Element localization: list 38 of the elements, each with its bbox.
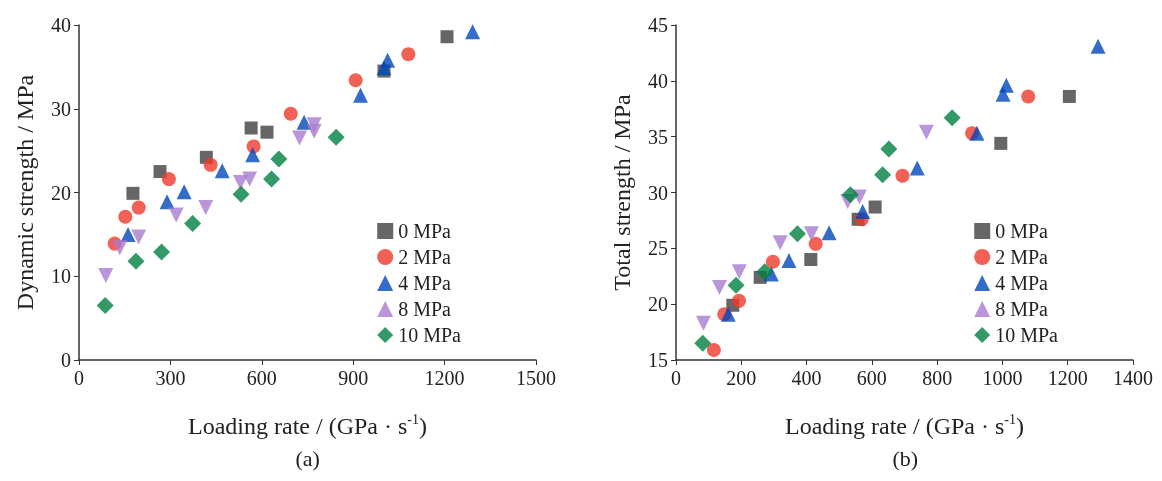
text: (b) xyxy=(892,445,919,471)
x-tick-label: 600 xyxy=(856,367,887,389)
x-tick-label: 1400 xyxy=(1113,367,1153,389)
x-tick-label: 800 xyxy=(922,367,953,389)
y-tick-label: 0 xyxy=(61,349,71,371)
legend-label: 4 MPa xyxy=(398,272,452,294)
legend-label: 10 MPa xyxy=(398,324,462,346)
x-tick-label: 1000 xyxy=(982,367,1023,389)
y-tick-label: 45 xyxy=(648,14,668,36)
legend-label: 2 MPa xyxy=(995,246,1049,268)
y-tick-label: 15 xyxy=(648,349,668,371)
x-tick-label: 1200 xyxy=(424,367,465,389)
legend-label: 10 MPa xyxy=(995,324,1059,346)
y-tick-label: 35 xyxy=(648,125,668,148)
y-tick-label: 40 xyxy=(51,14,71,36)
x-tick-label: 300 xyxy=(155,367,186,389)
y-tick-label: 30 xyxy=(648,181,668,204)
y-tick-label: 40 xyxy=(648,69,668,92)
y-tick-label: 10 xyxy=(51,265,71,288)
legend-label: 8 MPa xyxy=(995,298,1049,320)
legend-label: 2 MPa xyxy=(398,246,452,268)
legend-label: 8 MPa xyxy=(398,298,452,320)
y-axis-title: Dynamic strength / MPa xyxy=(12,74,38,311)
y-tick-label: 30 xyxy=(51,97,71,120)
legend-label: 0 MPa xyxy=(995,220,1049,242)
y-axis-title: Total strength / MPa xyxy=(609,94,635,291)
text: (a) xyxy=(295,445,320,471)
y-tick-label: 20 xyxy=(51,181,71,204)
x-tick-label: 1200 xyxy=(1047,367,1088,389)
x-tick-label: 1500 xyxy=(516,367,556,389)
legend-label: 0 MPa xyxy=(398,220,452,242)
x-tick-label: 400 xyxy=(791,367,822,389)
legend-label: 4 MPa xyxy=(995,272,1049,294)
x-tick-label: 900 xyxy=(338,367,369,389)
y-tick-label: 20 xyxy=(648,293,668,316)
x-tick-label: 200 xyxy=(726,367,757,389)
x-tick-label: 600 xyxy=(246,367,277,389)
y-tick-label: 25 xyxy=(648,237,668,260)
